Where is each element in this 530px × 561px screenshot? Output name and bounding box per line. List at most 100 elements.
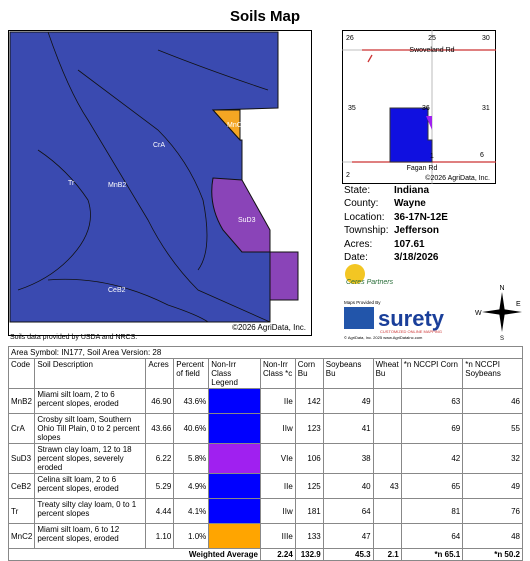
- table-cell: [372, 523, 402, 549]
- locator-labels: 26 25 30 Swoveland Rd 35 36 31 Fagan Rd 2 1 6: [346, 35, 490, 179]
- column-header: *n NCCPI Corn: [400, 358, 464, 389]
- legend-swatch: [208, 413, 261, 444]
- logo: [345, 264, 365, 284]
- table-cell: 40.6%: [173, 413, 210, 444]
- table-row: CeB2 Celina silt loam, 2 to 6 percent slo…: [7, 473, 523, 499]
- compass-label: E: [516, 301, 521, 308]
- info-label: County:: [344, 198, 379, 210]
- table-cell: 106: [294, 443, 324, 474]
- table-cell: 6.22: [145, 443, 175, 474]
- ceres: Ceres Partners: [346, 279, 394, 286]
- table-cell: IIe: [259, 473, 296, 499]
- locator-label: 6: [480, 152, 484, 159]
- locator-label: 36: [422, 105, 430, 112]
- info-row: County: Wayne: [344, 197, 448, 210]
- locator-map: 26 25 30 Swoveland Rd 35 36 31 Fagan Rd 2 1 6 ©202…: [342, 30, 496, 184]
- column-header: *n NCCPI Soybeans: [462, 358, 523, 389]
- legend-swatch: [208, 388, 261, 414]
- column-header: Percent of field: [173, 358, 210, 389]
- table-cell: SuD3: [7, 443, 36, 474]
- info-label: Acres:: [344, 238, 373, 250]
- locator-label: 25: [428, 35, 436, 42]
- copyright: ©2026 AgriData, Inc.: [425, 174, 490, 182]
- copyright: ©2026 AgriData, Inc.: [232, 323, 306, 332]
- table-head: Area Symbol: IN177, Soil Area Version: 2…: [7, 346, 523, 389]
- soil-label: SuD3: [238, 217, 256, 224]
- table-cell: IIw: [259, 498, 296, 524]
- logo: [344, 307, 374, 329]
- soil-boundaries: [17, 31, 271, 323]
- provided-by: Maps Provided By: [344, 300, 381, 305]
- header-row: Code Soil Description Acres Percent of fiel…: [7, 358, 523, 389]
- table-cell: 40: [322, 473, 374, 499]
- table-cell: 65: [400, 473, 464, 499]
- table-body: MnB2 Miami silt loam, 2 to 6 percent slop…: [7, 388, 523, 549]
- table-cell: 32: [462, 443, 523, 474]
- page: {"title": "Soils Map", "map": {"labels":…: [7, 8, 523, 561]
- footer-cell: *n 65.1: [400, 548, 464, 561]
- column-header: Soil Description: [34, 358, 147, 389]
- info-value: Indiana: [394, 185, 430, 196]
- locator-label: 31: [482, 105, 490, 112]
- locator-label: Fagan Rd: [407, 165, 438, 172]
- table-cell: [372, 388, 402, 414]
- table-cell: Strawn clay loam, 12 to 18 percent slope…: [34, 443, 147, 474]
- table-cell: Tr: [7, 498, 36, 524]
- table-cell: 4.44: [145, 498, 175, 524]
- table-cell: 64: [400, 523, 464, 549]
- table-cell: 5.29: [145, 473, 175, 499]
- info-label: Date:: [344, 252, 368, 264]
- field: [389, 107, 433, 163]
- info-row: Acres: 107.61: [344, 238, 448, 251]
- table-cell: 123: [294, 413, 324, 444]
- caption-row: Area Symbol: IN177, Soil Area Version: 2…: [8, 346, 523, 359]
- table-cell: 76: [462, 498, 523, 524]
- info-value: 3/18/2026: [394, 252, 439, 264]
- table-cell: 5.8%: [173, 443, 210, 474]
- table-cell: [372, 413, 402, 444]
- table-cell: 181: [294, 498, 324, 524]
- table-cell: 46: [462, 388, 523, 414]
- table-cell: 125: [294, 473, 324, 499]
- table-row: SuD3 Strawn clay loam, 12 to 18 percent s…: [7, 443, 523, 474]
- info-row: Location: 36-17N-12E: [344, 211, 448, 224]
- table-row: CrA Crosby silt loam, Southern Ohio Till …: [7, 413, 523, 444]
- table-cell: 1.10: [145, 523, 175, 549]
- table-cell: 38: [322, 443, 374, 474]
- map-labels: CrA MnC2 Tr MnB2 SuD3 CeB2: [68, 122, 256, 294]
- footer-cell: 45.3: [322, 548, 374, 561]
- compass-label: S: [500, 336, 504, 340]
- info-label: Location:: [344, 211, 385, 223]
- footer-cell: 2.1: [372, 548, 402, 561]
- locator-label: 35: [348, 105, 356, 112]
- locator-label: 30: [482, 35, 490, 42]
- legend-swatch: [208, 498, 261, 524]
- info-row: Date: 3/18/2026: [344, 251, 448, 264]
- legend-swatch: [208, 523, 261, 549]
- locator-label: Swoveland Rd: [409, 47, 454, 54]
- info-row: State: Indiana: [344, 184, 448, 197]
- locator-label: 1: [430, 153, 434, 160]
- compass-label: N: [499, 285, 504, 292]
- source-note: Soils data provided by USDA and NRCS.: [10, 334, 138, 341]
- compass-label: W: [475, 310, 482, 317]
- compass: N S W E: [475, 285, 522, 340]
- table-row: Tr Treaty silty clay loam, 0 to 1 percent…: [7, 498, 523, 524]
- info-value: Jefferson: [394, 225, 440, 237]
- soil-label: CrA: [153, 142, 165, 149]
- table-cell: VIe: [259, 443, 296, 474]
- table-cell: CeB2: [7, 473, 36, 499]
- footer-cell: 132.9: [294, 548, 324, 561]
- column-header: Corn Bu: [294, 358, 324, 389]
- table-cell: 133: [294, 523, 324, 549]
- column-header: Wheat Bu: [372, 358, 402, 389]
- table-caption: Area Symbol: IN177, Soil Area Version: 2…: [8, 346, 523, 359]
- column-header: Acres: [145, 358, 175, 389]
- table-cell: [372, 443, 402, 474]
- table-cell: 43: [372, 473, 402, 499]
- locator-label: 2: [346, 172, 350, 179]
- table-cell: 55: [462, 413, 523, 444]
- title: Soils Map: [229, 8, 300, 25]
- table-cell: 69: [400, 413, 464, 444]
- info-value: 107.61: [394, 238, 425, 250]
